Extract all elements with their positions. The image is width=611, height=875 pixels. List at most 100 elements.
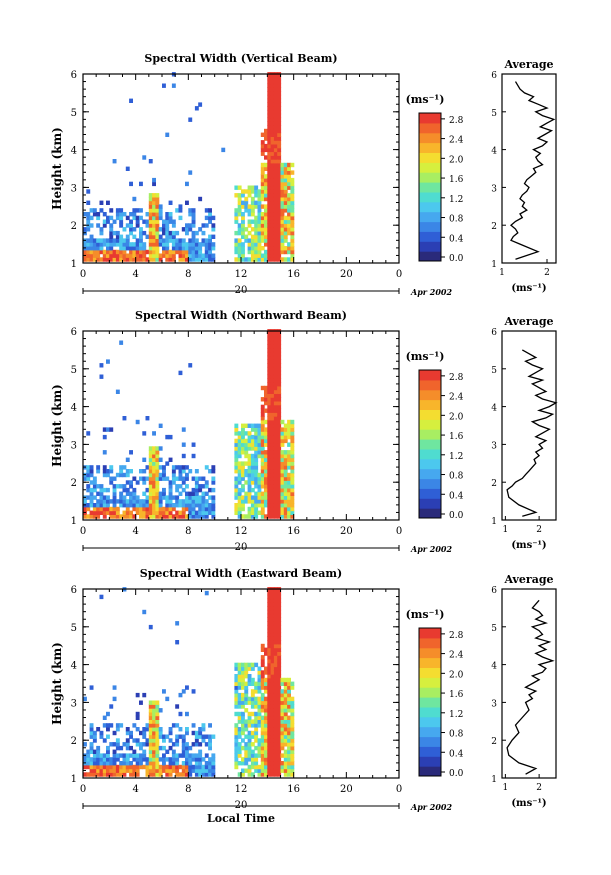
heatmap-cell [165, 132, 170, 137]
heatmap-cell [290, 170, 295, 175]
heatmap-cell [119, 469, 124, 474]
heatmap-cell [280, 227, 285, 232]
heatmap-cell [277, 189, 282, 194]
heatmap-cell [247, 249, 252, 255]
heatmap-cell [280, 215, 285, 221]
heatmap-cell [247, 257, 252, 262]
heatmap-cell [241, 234, 245, 239]
heatmap-cell [270, 166, 275, 171]
heatmap-cell [194, 772, 199, 777]
heatmap-cell [270, 340, 275, 345]
heatmap-cell [119, 484, 124, 489]
heatmap-cell [86, 487, 91, 493]
heatmap-cell [270, 685, 275, 690]
heatmap-cell [89, 734, 94, 739]
heatmap-cell [280, 453, 285, 459]
heatmap-cell [237, 253, 242, 258]
average-frame [501, 588, 557, 779]
x-tick-label: 20 [340, 526, 353, 537]
heatmap-cell [188, 212, 193, 217]
heatmap-cell [277, 393, 282, 398]
heatmap-cell [198, 734, 203, 739]
heatmap-cell [155, 711, 160, 717]
heatmap-cell [109, 510, 114, 515]
heatmap-cell [280, 177, 285, 183]
heatmap-cell [241, 257, 245, 262]
date-suffix: Apr 2002 [410, 802, 453, 812]
heatmap-cell [283, 764, 288, 770]
heatmap-cell [178, 215, 183, 221]
heatmap-cell [148, 704, 153, 709]
heatmap-cell [181, 499, 186, 504]
heatmap-cell [148, 469, 153, 474]
heatmap-cell [247, 700, 252, 705]
heatmap-cell [277, 655, 282, 660]
heatmap-cell [267, 590, 272, 596]
heatmap-cell [158, 253, 163, 258]
heatmap-cell [181, 742, 186, 747]
heatmap-cell [102, 249, 107, 255]
heatmap-cell [241, 469, 245, 474]
heatmap-cell [267, 177, 272, 183]
heatmap-cell [277, 446, 282, 451]
heatmap-cell [208, 772, 212, 777]
heatmap-cell [96, 761, 101, 766]
heatmap-cell [168, 484, 173, 489]
heatmap-cell [129, 764, 133, 770]
heatmap-cell [86, 761, 91, 766]
heatmap-cell [277, 147, 282, 153]
heatmap-cell [211, 499, 216, 504]
heatmap-cell [122, 503, 127, 508]
heatmap-cell [270, 215, 275, 221]
heatmap-cell [168, 253, 173, 258]
heatmap-cell [277, 606, 282, 611]
colorbar-tick-label: 0.8 [449, 472, 464, 482]
heatmap-cell [264, 234, 268, 239]
heatmap-cell [277, 170, 282, 175]
heatmap-cell [204, 257, 209, 262]
heatmap-cell [270, 109, 275, 115]
heatmap-cell [260, 412, 265, 417]
heatmap-cell [208, 469, 212, 474]
y-tick-label: 5 [71, 623, 77, 634]
heatmap-cell [148, 711, 153, 717]
heatmap-cell [194, 730, 199, 736]
heatmap-cell [237, 506, 242, 512]
heatmap-cell [267, 434, 272, 440]
heatmap-cell [273, 423, 278, 428]
heatmap-cell [267, 340, 272, 345]
heatmap-cell [280, 700, 285, 705]
average-profile-line [506, 599, 555, 775]
heatmap-cell [254, 442, 259, 447]
heatmap-cell [257, 681, 262, 686]
heatmap-cell [155, 234, 160, 239]
heatmap-cell [234, 431, 239, 436]
heatmap-cell [86, 253, 91, 258]
heatmap-cell [280, 677, 285, 683]
heatmap-cell [267, 670, 272, 675]
heatmap-cell [102, 257, 107, 262]
heatmap-cell [264, 708, 268, 713]
heatmap-cell [92, 246, 97, 251]
heatmap-cell [290, 491, 295, 496]
heatmap-cell [267, 113, 272, 119]
average-profile-line [509, 81, 556, 260]
heatmap-cell [264, 189, 268, 194]
heatmap-cell [277, 113, 282, 119]
heatmap-cell [283, 219, 288, 224]
heatmap-cell [280, 704, 285, 709]
heatmap-cell [277, 79, 282, 85]
heatmap-cell [158, 465, 163, 470]
heatmap-cell [185, 745, 189, 751]
heatmap-cell [277, 219, 282, 224]
heatmap-cell [267, 246, 272, 251]
heatmap-cell [194, 503, 199, 508]
heatmap-cell [290, 742, 295, 747]
heatmap-cell [125, 730, 130, 736]
heatmap-cell [165, 227, 170, 232]
heatmap-cell [145, 495, 150, 500]
heatmap-cell [102, 503, 107, 508]
heatmap-cell [109, 230, 114, 236]
heatmap-cell [277, 423, 282, 428]
heatmap-cell [257, 670, 262, 675]
